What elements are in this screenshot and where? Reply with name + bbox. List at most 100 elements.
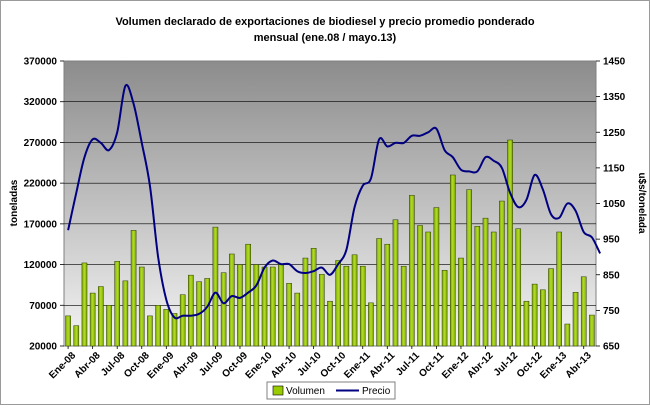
bar-volumen xyxy=(531,283,538,347)
bar-volumen xyxy=(384,243,391,347)
bar-volumen xyxy=(351,254,358,347)
chart-title-line2: mensual (ene.08 / mayo.13) xyxy=(254,32,397,44)
x-tick-label: Ene-12 xyxy=(440,350,471,381)
bar-volumen xyxy=(237,264,243,347)
bar-volumen xyxy=(564,323,571,347)
bar-volumen xyxy=(286,283,292,347)
bar-volumen xyxy=(179,294,186,347)
chart-title-line1: Volumen declarado de exportaciones de bi… xyxy=(115,16,534,28)
y-left-tick-label: 120000 xyxy=(24,260,58,271)
bar-volumen xyxy=(138,266,145,347)
bar-volumen xyxy=(130,230,137,347)
bar-volumen xyxy=(425,231,432,347)
bar-volumen xyxy=(147,315,153,347)
bar-volumen xyxy=(163,309,170,347)
bar-volumen xyxy=(81,262,88,347)
bar-volumen xyxy=(188,274,194,347)
bar-volumen xyxy=(572,292,579,347)
y-right-tick-label: 850 xyxy=(603,270,620,281)
bar-volumen xyxy=(98,286,104,347)
x-tick-label: Abr-12 xyxy=(465,350,495,380)
y-right-tick-label: 650 xyxy=(603,342,620,353)
x-tick-label: Ene-10 xyxy=(244,350,275,381)
bar-volumen xyxy=(392,219,399,347)
bar-volumen xyxy=(490,231,497,347)
y-axis-right-title: u$s/tonelada xyxy=(636,172,647,234)
bar-volumen xyxy=(220,272,227,347)
bar-volumen xyxy=(212,226,219,347)
y-left-tick-label: 20000 xyxy=(29,342,57,353)
legend-label-precio: Precio xyxy=(362,386,391,397)
bar-volumen xyxy=(228,253,235,347)
y-right-tick-label: 1450 xyxy=(603,57,626,68)
bar-volumen xyxy=(261,266,268,347)
x-tick-label: Abr-09 xyxy=(171,350,201,380)
bar-volumen xyxy=(319,274,325,347)
bar-volumen xyxy=(171,313,178,347)
y-left-tick-label: 270000 xyxy=(24,138,58,149)
bar-volumen xyxy=(507,139,513,347)
bar-volumen xyxy=(89,292,96,347)
bar-volumen xyxy=(204,278,211,347)
bar-volumen xyxy=(294,292,301,347)
bar-volumen xyxy=(466,189,472,347)
y-axis-left-title: toneladas xyxy=(9,179,20,226)
bar-volumen xyxy=(253,264,260,347)
bar-series-volumen xyxy=(65,139,595,347)
bar-volumen xyxy=(310,248,317,347)
bar-volumen xyxy=(400,265,407,347)
y-left-tick-label: 170000 xyxy=(24,219,58,230)
bar-volumen xyxy=(523,300,530,347)
bar-volumen xyxy=(433,207,440,347)
y-left-tick-label: 370000 xyxy=(24,57,58,68)
bar-volumen xyxy=(556,231,562,347)
y-left-tick-label: 220000 xyxy=(24,179,58,190)
x-tick-label: Ene-11 xyxy=(342,350,373,381)
x-tick-label: Ene-08 xyxy=(47,350,78,381)
legend-label-volumen: Volumen xyxy=(286,386,325,397)
x-tick-label: Abr-10 xyxy=(269,350,299,380)
bar-volumen xyxy=(269,266,276,347)
bar-volumen xyxy=(122,280,129,347)
x-axis-ticks: Ene-08Abr-08Jul-08Oct-08Ene-09Abr-09Jul-… xyxy=(47,346,594,381)
bar-volumen xyxy=(580,276,587,347)
y-right-tick-label: 1350 xyxy=(603,92,626,103)
bar-volumen xyxy=(474,226,481,347)
bar-volumen xyxy=(449,174,456,347)
y-left-tick-label: 70000 xyxy=(29,301,57,312)
y-axis-left-ticks: 20000 70000 120000 170000 220000 270000 320000… xyxy=(24,57,64,353)
bar-volumen xyxy=(368,302,374,347)
bar-volumen xyxy=(417,225,423,347)
bar-volumen xyxy=(65,315,71,347)
bar-volumen xyxy=(409,195,415,347)
y-right-tick-label: 950 xyxy=(603,235,620,246)
bar-volumen xyxy=(540,289,546,347)
bar-volumen xyxy=(376,238,382,347)
y-right-tick-label: 1050 xyxy=(603,199,626,210)
line-series-precio xyxy=(67,83,601,320)
bar-volumen xyxy=(589,314,595,347)
legend-swatch-volumen xyxy=(272,385,284,396)
bar-volumen xyxy=(441,270,448,347)
x-tick-label: Ene-09 xyxy=(145,350,176,381)
y-right-tick-label: 1150 xyxy=(603,163,625,174)
x-tick-label: Abr-13 xyxy=(564,350,594,380)
y-right-tick-label: 750 xyxy=(603,306,620,317)
bar-volumen xyxy=(499,200,505,347)
bar-volumen xyxy=(155,305,161,347)
bar-volumen xyxy=(359,265,366,347)
legend: Volumen Precio xyxy=(266,381,396,400)
legend-box xyxy=(266,381,396,400)
bar-volumen xyxy=(548,268,554,347)
x-tick-label: Abr-08 xyxy=(73,350,103,380)
bar-volumen xyxy=(343,265,350,347)
y-axis-right-ticks: 650 750 850 950 1050 1150 1250 1350 1450 xyxy=(596,57,626,353)
bar-volumen xyxy=(482,217,489,347)
x-tick-label: Abr-11 xyxy=(368,350,398,380)
bar-volumen xyxy=(335,260,341,347)
bar-volumen xyxy=(278,264,284,347)
y-left-tick-label: 320000 xyxy=(24,97,58,108)
bar-volumen xyxy=(73,325,80,347)
